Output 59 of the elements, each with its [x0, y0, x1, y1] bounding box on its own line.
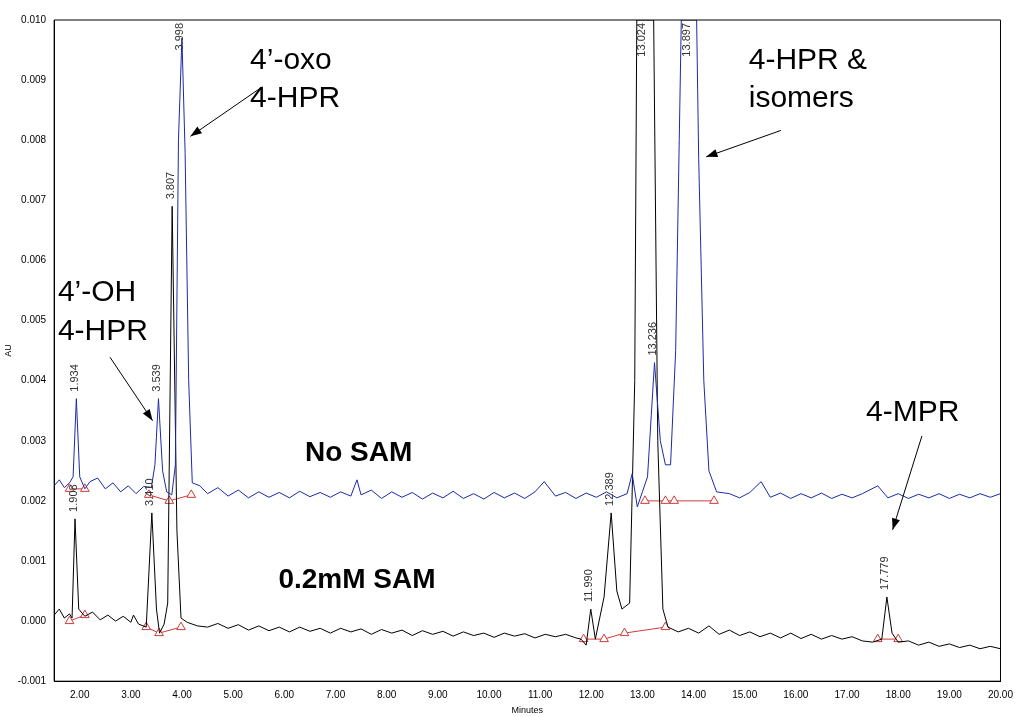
x-tick-label: 5.00 [223, 688, 244, 700]
annotation: 1.934 [67, 364, 80, 392]
x-tick-label: 11.00 [527, 688, 553, 700]
point [176, 621, 186, 631]
y-axis-title: AU [2, 344, 13, 357]
x-tick-label: 12.00 [578, 688, 605, 700]
point [669, 495, 679, 504]
annotation: 4-MPR [866, 394, 960, 428]
annotation: 13.024 [635, 22, 648, 57]
y-tick-label: 0.001 [21, 554, 47, 566]
x-tick-label: 14.00 [681, 688, 707, 700]
x-tick-label: 2.00 [70, 688, 90, 700]
annotation: 17.779 [878, 556, 891, 591]
y-tick-label: 0.008 [21, 133, 47, 145]
x-tick-label: 9.00 [428, 688, 448, 700]
series-label: No SAM [304, 435, 413, 467]
x-tick-label: 16.00 [783, 688, 809, 700]
point [186, 489, 197, 498]
y-tick-label: 0.003 [21, 434, 47, 446]
series-label: 0.2mM SAM [278, 563, 436, 595]
annotation: 13.236 [646, 321, 659, 356]
y-tick-label: 0.002 [21, 494, 47, 506]
annotation: 4’-OH 4-HPR [57, 274, 148, 347]
x-tick-label: 4.00 [172, 688, 193, 700]
x-tick-label: 8.00 [376, 688, 397, 700]
y-tick-label: 0.004 [21, 374, 47, 386]
point [660, 621, 671, 631]
annotation: 3.807 [163, 171, 176, 200]
y-tick-label: 0.010 [21, 13, 47, 25]
annotation: 12.389 [602, 472, 615, 506]
annotation: 3.539 [149, 364, 162, 392]
x-tick-label: 3.00 [121, 688, 142, 700]
x-tick-label: 17.00 [834, 688, 860, 700]
annotation: 3.998 [173, 23, 186, 51]
x-tick-label: 10.00 [476, 688, 502, 700]
y-tick-label: 0.000 [21, 614, 47, 626]
point [599, 633, 609, 643]
y-tick-label: 0.006 [21, 254, 47, 266]
x-tick-label: 19.00 [936, 688, 963, 700]
y-tick-label: 0.009 [21, 73, 47, 85]
y-tick-label: 0.005 [21, 314, 47, 326]
point [709, 495, 719, 504]
y-tick-label: 0.007 [21, 194, 47, 206]
x-tick-label: 13.00 [629, 688, 656, 700]
annotation: 11.990 [582, 569, 595, 603]
annotation: 3.410 [143, 478, 156, 506]
annotation: 4’-oxo 4-HPR [250, 42, 341, 113]
annotation: 13.897 [679, 22, 692, 57]
annotation: 4-HPR & isomers [748, 42, 868, 113]
point [640, 495, 650, 504]
x-tick-label: 20.00 [987, 688, 1014, 700]
point [660, 495, 671, 504]
x-tick-label: 7.00 [325, 688, 346, 700]
x-tick-label: 6.00 [274, 688, 295, 700]
point [619, 627, 630, 637]
y-tick-label: -0.001 [17, 674, 47, 686]
x-tick-label: 15.00 [732, 688, 758, 700]
x-tick-label: 18.00 [885, 688, 912, 700]
x-axis-title: Minutes [511, 705, 544, 716]
